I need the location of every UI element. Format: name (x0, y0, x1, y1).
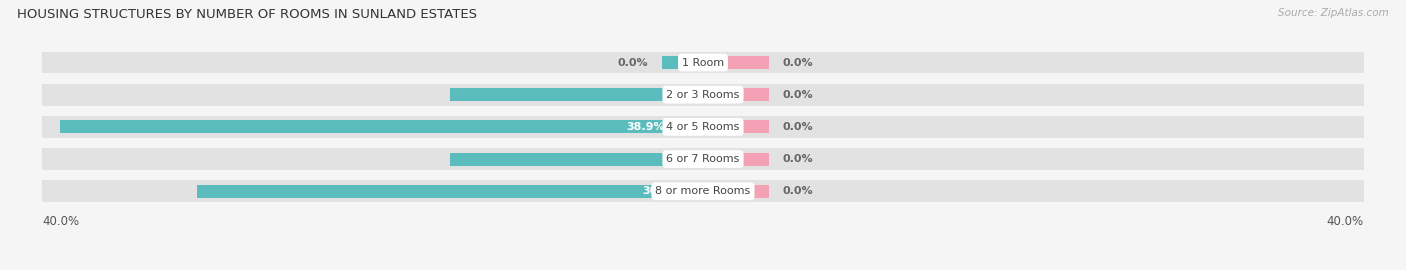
Bar (42, 52, 1364, 73)
Bar (703, 56, 769, 69)
Bar (703, 153, 769, 166)
Text: 15.3%: 15.3% (672, 90, 711, 100)
Bar (703, 120, 769, 133)
Text: 0.0%: 0.0% (782, 58, 813, 68)
Legend: Owner-occupied, Renter-occupied: Owner-occupied, Renter-occupied (578, 269, 828, 270)
Bar (42, 180, 1364, 202)
Text: 0.0%: 0.0% (782, 90, 813, 100)
Text: 1 Room: 1 Room (682, 58, 724, 68)
Bar (60, 120, 703, 133)
Text: 15.3%: 15.3% (672, 154, 711, 164)
Text: 2 or 3 Rooms: 2 or 3 Rooms (666, 90, 740, 100)
Text: 4 or 5 Rooms: 4 or 5 Rooms (666, 122, 740, 132)
Text: 40.0%: 40.0% (42, 215, 79, 228)
Bar (703, 185, 769, 198)
Bar (450, 88, 703, 101)
Bar (197, 185, 703, 198)
Text: 8 or more Rooms: 8 or more Rooms (655, 186, 751, 196)
Text: 0.0%: 0.0% (617, 58, 648, 68)
Text: Source: ZipAtlas.com: Source: ZipAtlas.com (1278, 8, 1389, 18)
Text: 6 or 7 Rooms: 6 or 7 Rooms (666, 154, 740, 164)
Text: 0.0%: 0.0% (782, 154, 813, 164)
Text: 0.0%: 0.0% (782, 186, 813, 196)
Text: 0.0%: 0.0% (782, 122, 813, 132)
Bar (42, 116, 1364, 138)
Text: HOUSING STRUCTURES BY NUMBER OF ROOMS IN SUNLAND ESTATES: HOUSING STRUCTURES BY NUMBER OF ROOMS IN… (17, 8, 477, 21)
Bar (42, 148, 1364, 170)
Text: 40.0%: 40.0% (1327, 215, 1364, 228)
Bar (662, 56, 703, 69)
Bar (42, 84, 1364, 106)
Text: 30.6%: 30.6% (643, 186, 681, 196)
Bar (450, 153, 703, 166)
Bar (703, 88, 769, 101)
Text: 38.9%: 38.9% (626, 122, 665, 132)
